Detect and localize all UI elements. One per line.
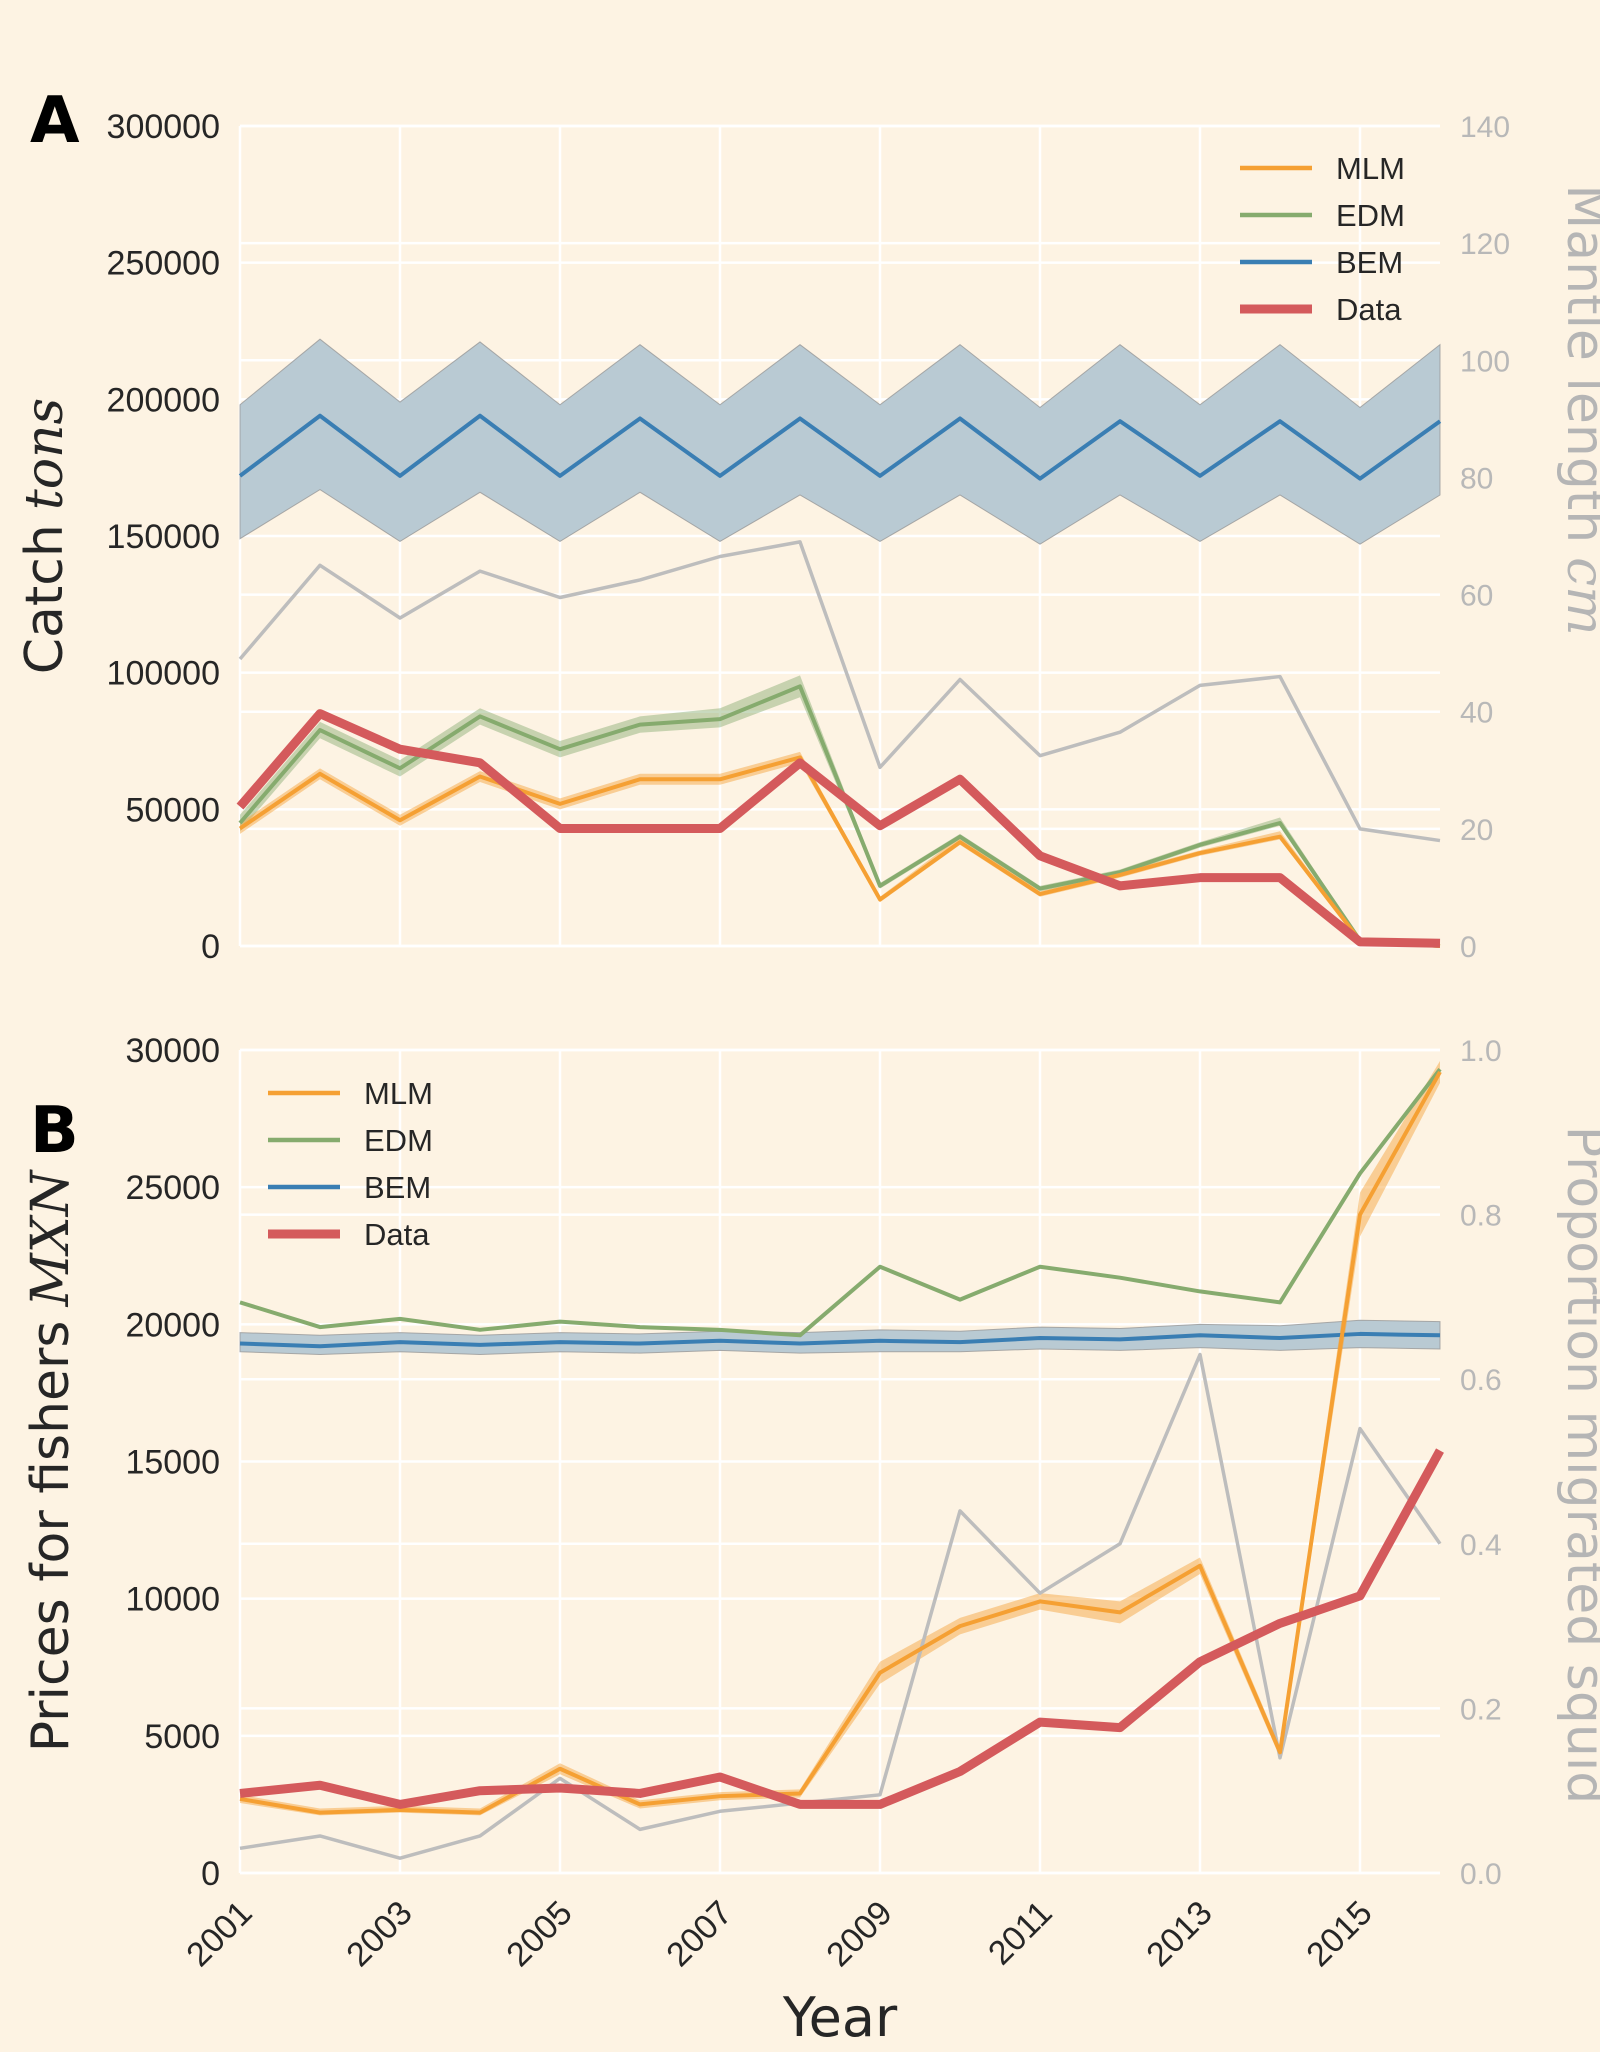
y-tick-label: 300000 bbox=[107, 108, 220, 146]
band-bem bbox=[239, 338, 1441, 545]
legend-label-data: Data bbox=[364, 1217, 430, 1252]
legend-label-edm: EDM bbox=[364, 1123, 433, 1158]
y2-axis-title: Mantle length cm bbox=[1555, 184, 1600, 635]
y-tick-label: 100000 bbox=[107, 655, 220, 693]
y-tick-label: 25000 bbox=[125, 1169, 220, 1207]
legend bbox=[268, 1090, 340, 1239]
y2-tick-label: 20 bbox=[1460, 814, 1493, 847]
y2-tick-label: 100 bbox=[1460, 345, 1510, 378]
x-tick-label: 2007 bbox=[659, 1894, 739, 1974]
band-mlm bbox=[240, 751, 1440, 946]
x-tick-label: 2015 bbox=[1299, 1894, 1379, 1974]
y2-tick-label: 80 bbox=[1460, 462, 1493, 495]
series-line-data bbox=[236, 709, 1441, 948]
legend-label-bem: BEM bbox=[1336, 245, 1403, 280]
y2-tick-label: 0.8 bbox=[1460, 1200, 1502, 1233]
series-line-data bbox=[239, 1448, 1444, 1809]
x-axis-title: Year bbox=[782, 1986, 898, 2049]
x-tick-label: 2013 bbox=[1139, 1894, 1219, 1974]
legend-label-mlm: MLM bbox=[1336, 151, 1405, 186]
y-tick-label: 15000 bbox=[125, 1444, 220, 1482]
band-bem bbox=[239, 1319, 1441, 1356]
y-tick-label: 200000 bbox=[107, 381, 220, 419]
legend-label-mlm: MLM bbox=[364, 1076, 433, 1111]
panel-letter-b: B bbox=[30, 1094, 79, 1168]
legend-label-bem: BEM bbox=[364, 1170, 431, 1205]
y-axis-title-text: Catch bbox=[15, 524, 75, 674]
y-tick-label: 250000 bbox=[107, 245, 220, 283]
y2-tick-label: 140 bbox=[1460, 111, 1510, 144]
y2-axis-title-text: Mantle length bbox=[1555, 184, 1600, 543]
y-tick-label: 5000 bbox=[144, 1718, 220, 1756]
y2-tick-label: 0.4 bbox=[1460, 1529, 1502, 1562]
y2-tick-label: 0.6 bbox=[1460, 1364, 1502, 1397]
x-tick-label: 2003 bbox=[339, 1894, 419, 1974]
series-line-secondary-axis bbox=[238, 540, 1441, 843]
panel-b: Prices for fishers MXN Proportion migrated… bbox=[21, 1048, 1600, 1875]
series-line-bem bbox=[238, 413, 1442, 481]
y-axis-title-unit: MXN bbox=[21, 1169, 81, 1307]
y-tick-label: 20000 bbox=[125, 1306, 220, 1344]
x-tick-label: 2009 bbox=[819, 1894, 899, 1974]
y2-tick-label: 0 bbox=[1460, 931, 1477, 964]
y2-tick-label: 60 bbox=[1460, 580, 1493, 613]
y2-axis-title-text: Proportion migrated squid bbox=[1555, 1126, 1600, 1805]
y-tick-label: 0 bbox=[201, 928, 220, 966]
series-line-mlm bbox=[239, 1070, 1442, 1815]
y-axis-title: Catch tons bbox=[15, 398, 75, 675]
y2-tick-label: 1.0 bbox=[1460, 1035, 1502, 1068]
legend-label-data: Data bbox=[1336, 292, 1402, 327]
y2-axis-title-unit: cm bbox=[1555, 557, 1600, 635]
panel-a: Catch tons Mantle length cm bbox=[15, 124, 1600, 948]
x-tick-label: 2005 bbox=[499, 1894, 579, 1974]
x-tick-label: 2001 bbox=[179, 1894, 259, 1974]
panel-letter-a: A bbox=[30, 84, 80, 158]
y-tick-label: 30000 bbox=[125, 1032, 220, 1070]
series-line-secondary-axis bbox=[239, 1352, 1442, 1860]
y-axis-title-text: Prices for fishers bbox=[21, 1320, 81, 1752]
legend-label-edm: EDM bbox=[1336, 198, 1405, 233]
y-tick-label: 0 bbox=[201, 1855, 220, 1893]
y2-tick-label: 0.0 bbox=[1460, 1858, 1502, 1891]
y-tick-label: 150000 bbox=[107, 518, 220, 556]
y2-axis-title: Proportion migrated squid bbox=[1555, 1126, 1600, 1805]
y-tick-label: 10000 bbox=[125, 1581, 220, 1619]
series-line-bem bbox=[239, 1331, 1441, 1349]
series-line-mlm bbox=[238, 755, 1441, 948]
y2-tick-label: 40 bbox=[1460, 697, 1493, 730]
legend bbox=[1240, 165, 1312, 314]
series-line-edm bbox=[239, 1067, 1442, 1338]
y2-tick-label: 0.2 bbox=[1460, 1693, 1502, 1726]
y-tick-label: 50000 bbox=[125, 791, 220, 829]
y-axis-title: Prices for fishers MXN bbox=[21, 1169, 81, 1752]
series-line-edm bbox=[238, 684, 1441, 948]
y-axis-title-unit: tons bbox=[15, 398, 75, 510]
y2-tick-label: 120 bbox=[1460, 228, 1510, 261]
x-tick-label: 2011 bbox=[981, 1894, 1060, 1973]
